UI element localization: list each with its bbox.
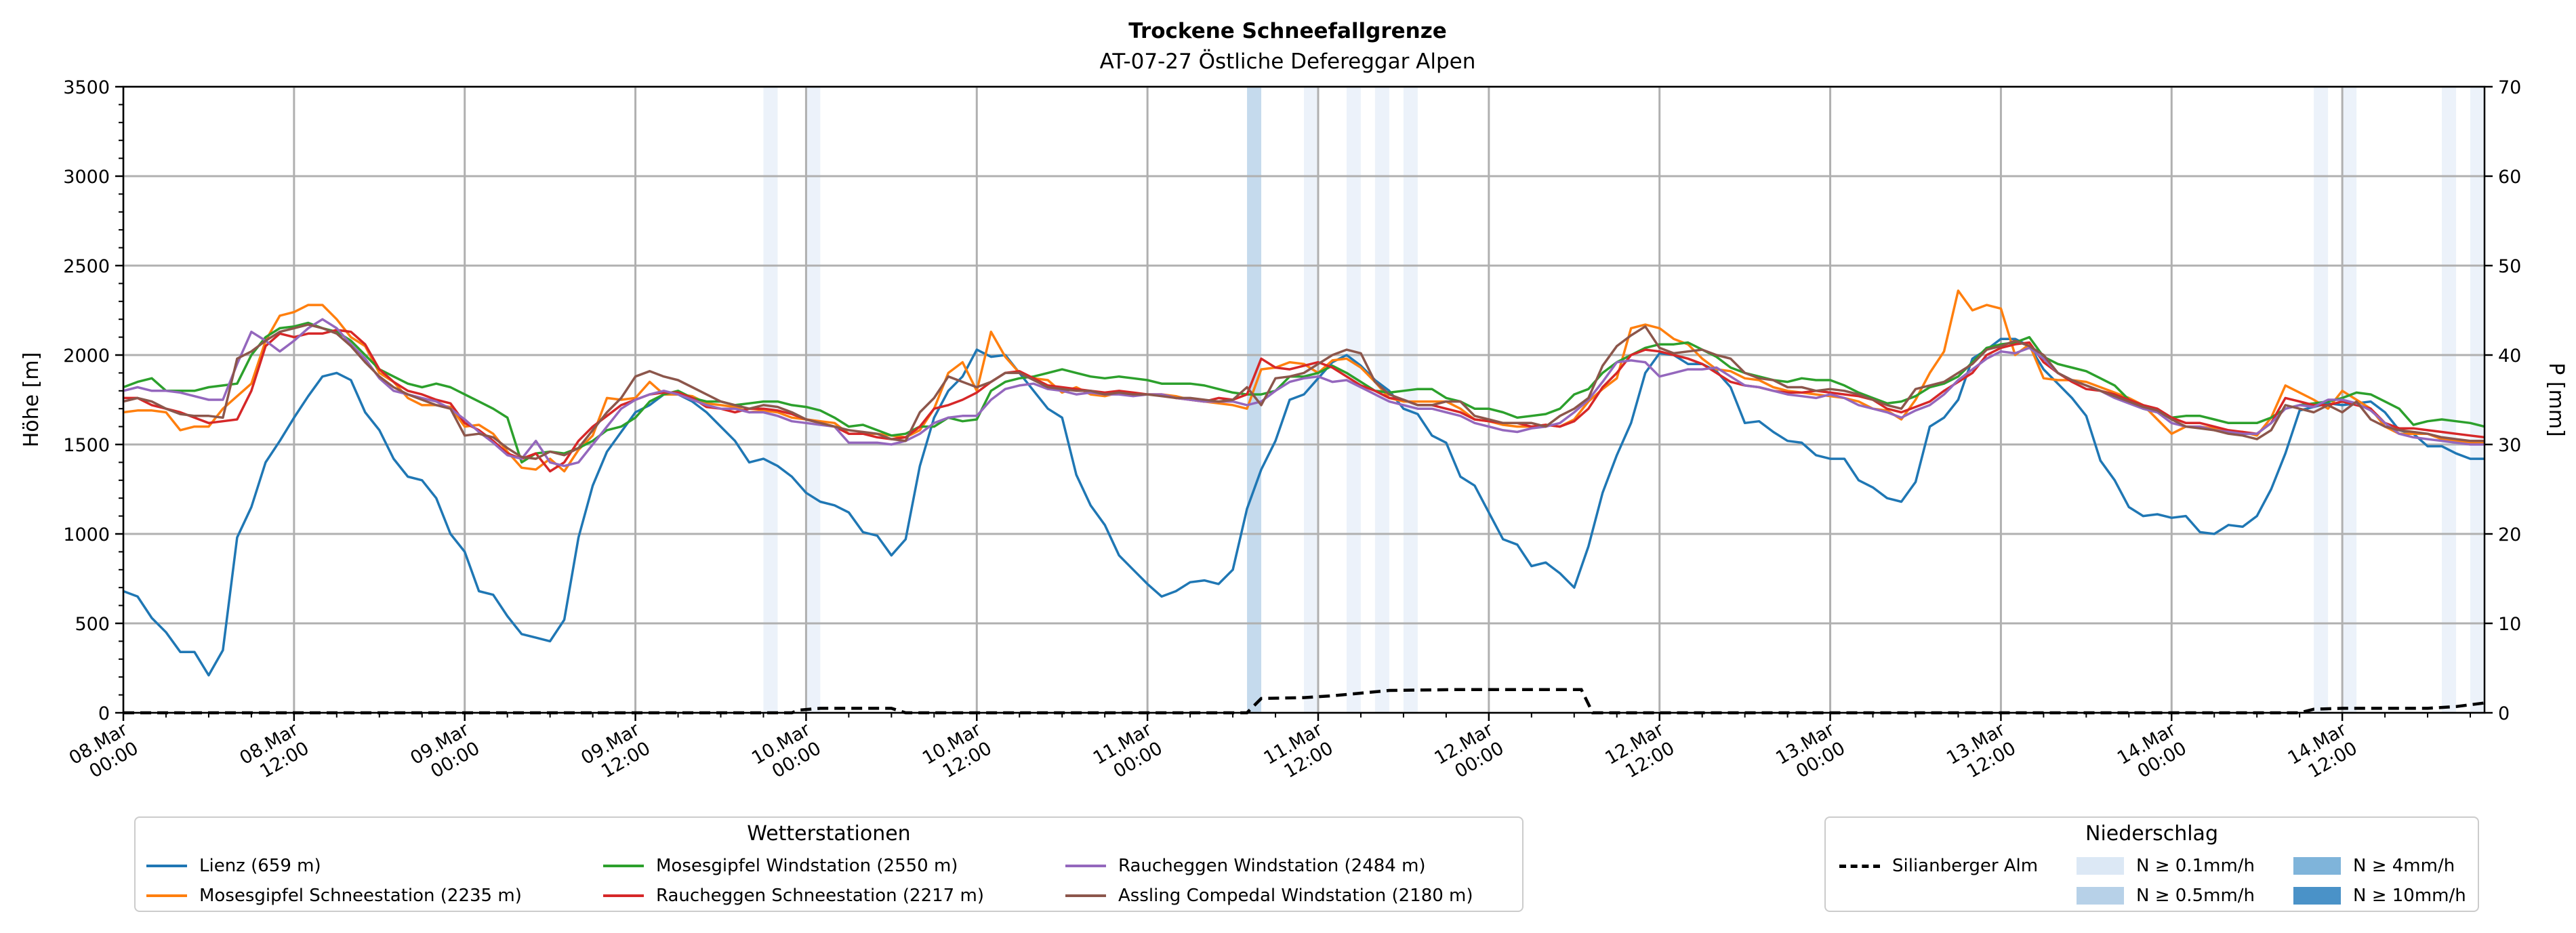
precip-legend-entry: N ≥ 4mm/h xyxy=(2293,856,2455,876)
precip-legend: Niederschlag Silianberger Alm N ≥ 0.1mm/… xyxy=(1824,816,2479,912)
precip-legend-line: Silianberger Alm xyxy=(1839,856,2038,876)
precipitation-band xyxy=(1374,87,1389,713)
legend-patch-swatch xyxy=(2077,887,2124,905)
y-tick-label: 2500 xyxy=(63,256,110,277)
precipitation-band xyxy=(2470,87,2485,713)
legend-patch-swatch xyxy=(2077,857,2124,875)
y-tick-label: 3000 xyxy=(63,167,110,188)
stations-legend: Wetterstationen Lienz (659 m) Mosesgipfel… xyxy=(134,816,1524,912)
stations-legend-entry: Mosesgipfel Windstation (2550 m) xyxy=(603,856,958,876)
legend-line-swatch xyxy=(603,865,644,867)
legend-label: Mosesgipfel Windstation (2550 m) xyxy=(656,856,958,876)
precipitation-band xyxy=(2442,87,2457,713)
precipitation-band xyxy=(806,87,821,713)
series-line xyxy=(123,323,2485,460)
y2-tick-label: 10 xyxy=(2498,614,2521,635)
legend-line-swatch xyxy=(146,865,187,867)
precip-legend-entry: N ≥ 10mm/h xyxy=(2293,886,2466,906)
y2-tick-label: 20 xyxy=(2498,524,2521,545)
legend-patch-swatch xyxy=(2293,887,2341,905)
stations-legend-entry: Mosesgipfel Schneestation (2235 m) xyxy=(146,886,522,906)
axes: 0 500 1000 1500 2000 2500 3000 3500 0 10 20 30 40 50 6… xyxy=(63,77,2521,783)
y-axis-label: Höhe [m] xyxy=(20,352,43,448)
precipitation-band xyxy=(763,87,778,713)
legend-label: N ≥ 4mm/h xyxy=(2353,856,2455,876)
stations-legend-entry: Raucheggen Schneestation (2217 m) xyxy=(603,886,984,906)
precipitation-band xyxy=(2314,87,2329,713)
y2-tick-label: 60 xyxy=(2498,167,2521,188)
legend-label: N ≥ 0.5mm/h xyxy=(2136,886,2255,906)
y-tick-label: 0 xyxy=(98,703,110,724)
precipitation-bands xyxy=(763,87,2485,713)
series-line xyxy=(123,289,2485,473)
precip-line-label: Silianberger Alm xyxy=(1892,856,2039,876)
precipitation-band xyxy=(1304,87,1318,713)
legend-line-swatch xyxy=(1065,894,1106,897)
y2-tick-label: 50 xyxy=(2498,256,2521,277)
legend-line-swatch xyxy=(146,894,187,897)
y-tick-label: 1500 xyxy=(63,435,110,456)
legend-label: Assling Compedal Windstation (2180 m) xyxy=(1118,886,1473,906)
legend-label: Raucheggen Windstation (2484 m) xyxy=(1118,856,1426,876)
y-tick-label: 1000 xyxy=(63,524,110,545)
legend-label: Lienz (659 m) xyxy=(199,856,321,876)
y2-tick-label: 30 xyxy=(2498,435,2521,456)
y2-tick-label: 0 xyxy=(2498,703,2510,724)
precipitation-band xyxy=(1403,87,1418,713)
precip-legend-entry: N ≥ 0.1mm/h xyxy=(2077,856,2255,876)
legend-label: Mosesgipfel Schneestation (2235 m) xyxy=(199,886,522,906)
series-lines xyxy=(123,289,2485,677)
stations-legend-entry: Lienz (659 m) xyxy=(146,856,321,876)
series-line xyxy=(123,321,2485,464)
stations-legend-entry: Assling Compedal Windstation (2180 m) xyxy=(1065,886,1473,906)
precip-legend-title: Niederschlag xyxy=(2085,822,2218,846)
y-tick-label: 500 xyxy=(75,614,110,635)
stations-legend-entry: Raucheggen Windstation (2484 m) xyxy=(1065,856,1426,876)
plot-frame xyxy=(122,85,2486,714)
stations-legend-title: Wetterstationen xyxy=(747,822,911,846)
legend-label: N ≥ 0.1mm/h xyxy=(2136,856,2255,876)
y2-axis-label: P [mm] xyxy=(2544,362,2568,436)
legend-line-swatch xyxy=(603,894,644,897)
chart-title: Trockene Schneefallgrenze xyxy=(1128,19,1447,43)
dashed-line-swatch xyxy=(1839,864,1880,868)
series-line xyxy=(123,337,2485,677)
legend-label: Raucheggen Schneestation (2217 m) xyxy=(656,886,984,906)
y2-tick-label: 40 xyxy=(2498,346,2521,367)
y-tick-label: 2000 xyxy=(63,346,110,367)
y2-tick-label: 70 xyxy=(2498,77,2521,98)
legend-patch-swatch xyxy=(2293,857,2341,875)
precipitation-band xyxy=(1247,87,1262,713)
precipitation-band xyxy=(2342,87,2357,713)
precipitation-line xyxy=(123,688,2485,715)
chart-subtitle: AT-07-27 Östliche Defereggar Alpen xyxy=(1100,49,1476,74)
precip-legend-entry: N ≥ 0.5mm/h xyxy=(2077,886,2255,906)
precipitation-band xyxy=(1346,87,1361,713)
y-tick-label: 3500 xyxy=(63,77,110,98)
precipitation-dashed-line xyxy=(123,688,2485,715)
legend-line-swatch xyxy=(1065,865,1106,867)
legend-label: N ≥ 10mm/h xyxy=(2353,886,2466,906)
